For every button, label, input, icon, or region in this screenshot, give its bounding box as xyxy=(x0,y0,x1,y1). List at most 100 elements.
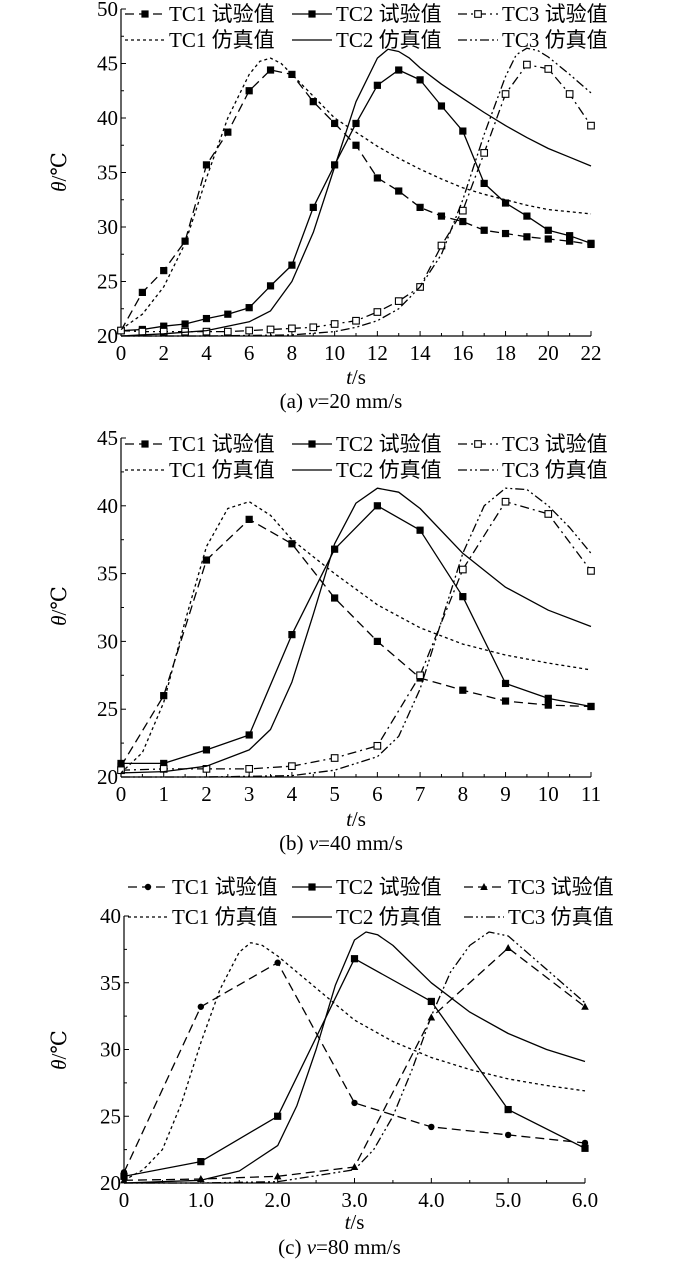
series-line-3 xyxy=(120,63,592,333)
chart-caption: (b) v=40 mm/s xyxy=(279,831,403,855)
legend-label: TC1 试验值 xyxy=(169,432,275,456)
x-tick-label: 6 xyxy=(372,782,383,806)
x-tick-label: 12 xyxy=(367,341,388,365)
series-line-2 xyxy=(121,505,592,765)
legend-label: TC3 仿真值 xyxy=(508,905,614,929)
data-point xyxy=(309,323,318,332)
x-axis-label-unit: /s xyxy=(352,365,366,389)
data-point xyxy=(160,266,168,275)
data-point xyxy=(427,997,435,1006)
caption-var: v xyxy=(309,831,319,855)
data-point xyxy=(504,1105,512,1114)
data-point xyxy=(202,161,211,169)
x-tick-label: 6.0 xyxy=(572,1188,598,1212)
y-tick-label: 25 xyxy=(97,270,118,294)
y-tick-label: 20 xyxy=(97,765,118,789)
y-tick-label: 40 xyxy=(97,494,118,518)
x-tick-label: 8 xyxy=(458,782,469,806)
x-tick-label: 7 xyxy=(415,782,426,806)
data-point xyxy=(416,76,424,84)
series-line-4 xyxy=(120,57,592,331)
series-line-5 xyxy=(120,48,592,337)
legend-label: TC3 试验值 xyxy=(502,2,608,26)
data-point xyxy=(373,81,381,89)
data-point xyxy=(138,327,147,336)
x-tick-label: 1.0 xyxy=(188,1188,214,1212)
caption-var: v xyxy=(308,389,318,413)
data-point xyxy=(181,320,189,328)
data-point xyxy=(330,320,339,328)
data-point xyxy=(245,304,253,312)
data-point xyxy=(309,203,317,211)
data-point xyxy=(202,327,211,336)
data-point xyxy=(501,229,510,238)
data-point xyxy=(581,1144,589,1152)
y-tick-label: 30 xyxy=(97,629,118,653)
data-point xyxy=(544,694,552,702)
legend-marker xyxy=(141,10,149,18)
legend-label: TC2 试验值 xyxy=(336,875,442,899)
caption-suffix: =20 mm/s xyxy=(318,389,403,413)
y-tick-label: 35 xyxy=(97,562,118,586)
x-axis-label-unit: /s xyxy=(352,807,366,831)
caption-prefix: (b) xyxy=(279,831,309,855)
legend-label: TC1 仿真值 xyxy=(172,905,278,929)
legend-label: TC3 试验值 xyxy=(508,875,614,899)
data-point xyxy=(437,241,446,250)
x-tick-label: 0 xyxy=(119,1188,130,1212)
data-point xyxy=(274,1112,282,1120)
legend-label: TC2 试验值 xyxy=(336,432,442,456)
legend-marker xyxy=(308,440,316,448)
data-point xyxy=(352,316,360,325)
series-line-1 xyxy=(123,962,586,1173)
legend-marker xyxy=(308,883,316,891)
data-point xyxy=(587,121,595,130)
data-point xyxy=(350,1162,359,1170)
data-point xyxy=(197,1003,205,1010)
y-axis-label-unit: /℃ xyxy=(47,152,71,181)
data-point xyxy=(581,1139,589,1147)
data-point xyxy=(117,766,125,775)
data-point xyxy=(501,199,510,207)
series-line-4 xyxy=(123,942,586,1181)
x-tick-label: 4 xyxy=(201,341,212,365)
x-tick-label: 6 xyxy=(244,341,255,365)
x-axis-label-unit: /s xyxy=(350,1210,364,1234)
data-point xyxy=(459,127,467,135)
data-point xyxy=(266,66,275,74)
chart-caption: (a) v=20 mm/s xyxy=(280,389,403,413)
data-point xyxy=(373,637,381,645)
data-point xyxy=(437,212,446,220)
data-point xyxy=(159,327,168,336)
data-point xyxy=(480,179,488,188)
data-point xyxy=(224,128,232,136)
x-tick-label: 9 xyxy=(500,782,511,806)
y-axis-label-var: θ xyxy=(47,182,71,192)
data-point xyxy=(288,762,296,771)
series-line-2 xyxy=(123,958,586,1177)
series-line-2 xyxy=(120,69,592,332)
data-point xyxy=(523,212,531,220)
data-point xyxy=(395,187,403,195)
x-axis-label-var: t xyxy=(346,365,353,389)
data-point xyxy=(459,686,467,694)
data-point xyxy=(245,87,253,95)
data-point xyxy=(202,556,211,564)
data-point xyxy=(416,526,424,534)
data-point xyxy=(428,1123,435,1131)
data-point xyxy=(352,119,360,128)
data-point xyxy=(160,692,168,700)
series-line-4 xyxy=(120,501,592,774)
x-tick-label: 2 xyxy=(201,782,212,806)
legend-label: TC1 试验值 xyxy=(172,875,278,899)
data-point xyxy=(373,174,381,182)
legend-label: TC1 仿真值 xyxy=(169,28,275,52)
legend-marker xyxy=(474,10,482,18)
y-tick-label: 35 xyxy=(100,971,121,995)
x-axis-label: t/s xyxy=(346,365,366,389)
y-tick-label: 30 xyxy=(97,215,118,239)
series-line-3 xyxy=(120,501,592,771)
data-point xyxy=(202,314,211,323)
